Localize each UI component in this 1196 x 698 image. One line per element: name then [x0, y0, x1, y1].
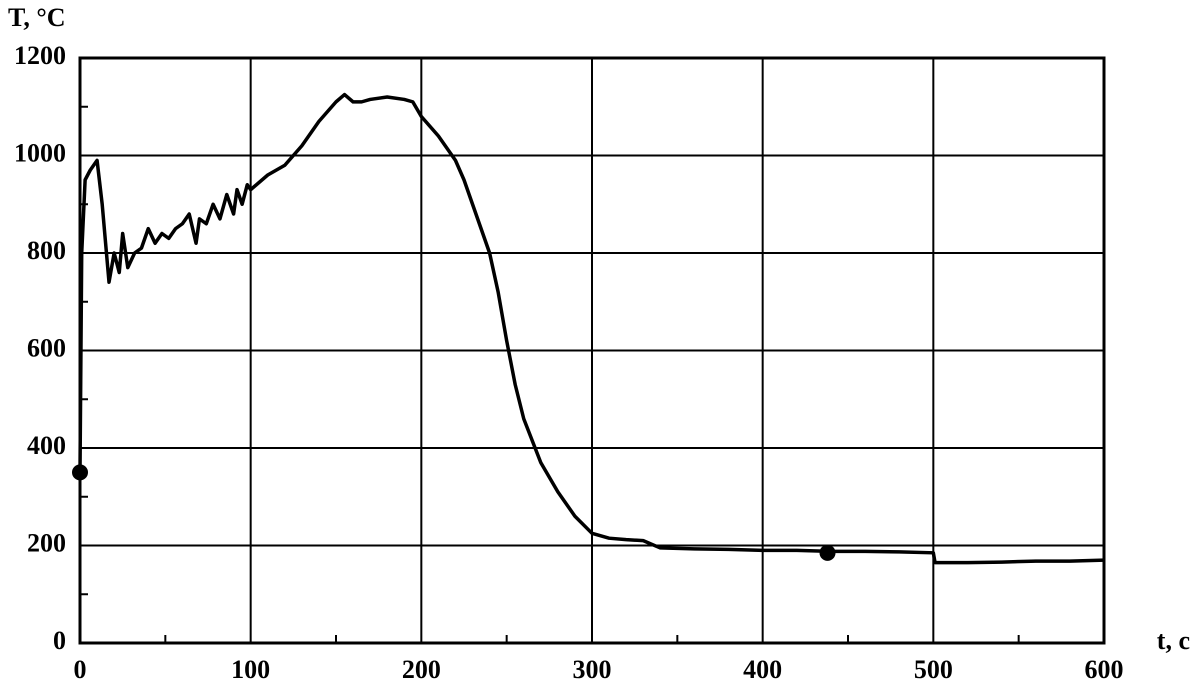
x-tick-label: 400 — [743, 655, 782, 684]
x-tick-label: 100 — [231, 655, 270, 684]
x-tick-label: 600 — [1085, 655, 1124, 684]
y-tick-label: 0 — [53, 626, 66, 655]
marker — [819, 544, 836, 561]
y-tick-label: 600 — [27, 333, 66, 362]
data-line — [78, 92, 1105, 565]
y-tick-label: 1200 — [14, 41, 66, 70]
y-tick-label: 400 — [27, 431, 66, 460]
marker — [72, 464, 88, 481]
y-axis-label: T, °C — [8, 3, 66, 32]
x-tick-label: 0 — [74, 655, 87, 684]
y-tick-label: 1000 — [14, 138, 66, 167]
x-axis-label: t, c — [1157, 626, 1190, 655]
x-tick-label: 200 — [402, 655, 441, 684]
x-tick-label: 300 — [573, 655, 612, 684]
x-tick-label: 500 — [914, 655, 953, 684]
y-tick-label: 200 — [27, 528, 66, 557]
y-tick-label: 800 — [27, 236, 66, 265]
